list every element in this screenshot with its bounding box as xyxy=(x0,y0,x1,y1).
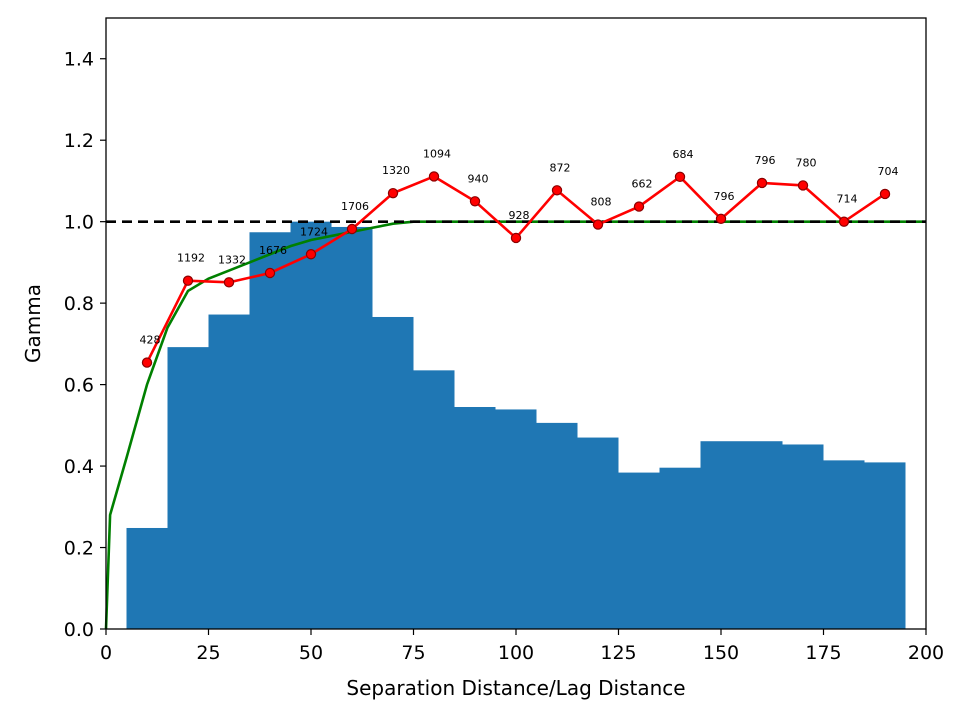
bar xyxy=(741,441,783,629)
pair-count-label: 704 xyxy=(878,165,899,178)
pair-count-label: 796 xyxy=(714,190,735,203)
x-tick-label: 200 xyxy=(908,642,944,664)
experimental-point xyxy=(264,267,276,279)
experimental-point xyxy=(592,219,604,230)
pair-count-label: 796 xyxy=(755,154,776,167)
bar xyxy=(782,444,824,629)
pair-count-label: 928 xyxy=(509,209,530,222)
bar xyxy=(167,347,209,629)
bar xyxy=(454,407,496,629)
pair-count-label: 808 xyxy=(591,196,612,209)
bar xyxy=(372,316,414,629)
experimental-point xyxy=(305,249,317,260)
pair-count-label: 1320 xyxy=(382,164,410,177)
experimental-point xyxy=(756,177,768,189)
x-tick-label: 50 xyxy=(299,642,323,664)
y-tick-label: 1.4 xyxy=(64,49,94,71)
pair-count-label: 1192 xyxy=(177,252,205,265)
bar xyxy=(290,221,332,629)
x-tick-label: 150 xyxy=(703,642,739,664)
bar xyxy=(823,460,865,629)
pair-count-label: 872 xyxy=(550,161,571,174)
y-axis-label: Gamma xyxy=(21,284,45,363)
x-axis-label: Separation Distance/Lag Distance xyxy=(346,676,685,700)
y-axis-ticks: 0.0 0.2 0.4 0.6 0.8 1.0 1.2 1.4 xyxy=(64,49,106,641)
bar xyxy=(126,527,168,629)
bar xyxy=(249,232,291,630)
x-tick-label: 0 xyxy=(100,642,112,664)
experimental-point xyxy=(510,232,522,244)
y-tick-label: 0.4 xyxy=(64,456,94,478)
y-tick-label: 1.0 xyxy=(64,212,94,234)
experimental-point xyxy=(879,188,891,200)
x-tick-label: 125 xyxy=(600,642,636,664)
experimental-point xyxy=(141,357,153,368)
x-tick-label: 25 xyxy=(196,642,220,664)
y-tick-label: 0.6 xyxy=(64,375,94,397)
points-layer xyxy=(141,171,891,368)
experimental-point xyxy=(182,275,194,286)
experimental-point xyxy=(838,216,850,227)
y-tick-label: 1.2 xyxy=(64,130,94,152)
experimental-point xyxy=(387,187,399,199)
bar xyxy=(413,370,455,629)
bar xyxy=(700,441,742,629)
pair-count-label: 662 xyxy=(632,178,653,191)
pair-count-label: 714 xyxy=(837,193,858,206)
pair-count-label: 1676 xyxy=(259,244,287,257)
bar xyxy=(208,314,250,629)
experimental-point xyxy=(797,180,809,191)
pair-count-label: 940 xyxy=(468,172,489,185)
y-tick-label: 0.0 xyxy=(64,619,94,641)
experimental-point xyxy=(633,201,645,212)
pair-count-label: 1724 xyxy=(300,225,328,238)
experimental-point xyxy=(223,277,235,288)
x-tick-label: 75 xyxy=(401,642,425,664)
y-tick-label: 0.8 xyxy=(64,293,94,315)
pair-count-label: 1706 xyxy=(341,200,369,213)
bar xyxy=(331,226,373,629)
bar xyxy=(495,409,537,629)
bar xyxy=(864,462,906,629)
experimental-point xyxy=(674,171,686,183)
experimental-point xyxy=(346,223,358,235)
bars-layer xyxy=(126,221,906,630)
x-axis-ticks: 0 25 50 75 100 125 150 175 200 xyxy=(100,629,944,664)
bar xyxy=(618,472,660,629)
pair-count-label: 1332 xyxy=(218,253,246,266)
experimental-point xyxy=(469,196,481,207)
pair-count-label: 684 xyxy=(673,148,694,161)
bar xyxy=(659,467,701,629)
experimental-point xyxy=(428,171,440,182)
bar xyxy=(577,437,619,629)
x-tick-label: 100 xyxy=(498,642,534,664)
pair-count-labels: 428 1192 1332 1676 1724 1706 1320 1094 940 928 872… xyxy=(140,147,899,346)
y-tick-label: 0.2 xyxy=(64,538,94,560)
pair-count-label: 428 xyxy=(140,334,161,347)
bar xyxy=(536,422,578,629)
pair-count-label: 780 xyxy=(796,156,817,169)
pair-count-label: 1094 xyxy=(423,147,451,160)
experimental-point xyxy=(551,185,563,196)
x-tick-label: 175 xyxy=(805,642,841,664)
experimental-point xyxy=(715,213,727,225)
